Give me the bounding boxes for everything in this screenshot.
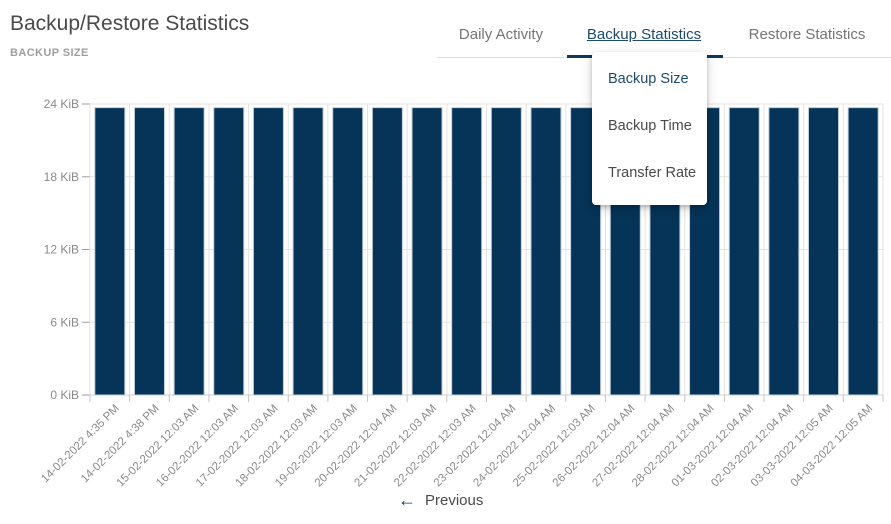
chart-bar[interactable] [411,107,443,396]
chart-bar[interactable] [530,107,562,396]
chart-bar[interactable] [133,107,165,396]
page-title: Backup/Restore Statistics [10,12,250,35]
menu-item-backup-size[interactable]: Backup Size [608,70,689,87]
previous-page-button[interactable]: ← Previous [398,491,483,509]
menu-item-transfer-rate[interactable]: Transfer Rate [608,164,697,181]
tab-daily-activity[interactable]: Daily Activity [458,26,544,43]
x-axis-label: 14-02-2022 4:38 PM [79,403,162,486]
x-axis-label: 04-03-2022 12:05 AM [789,403,876,490]
chart-bar[interactable] [213,107,245,396]
chart-bar[interactable] [847,107,879,396]
y-axis-label: 24 KiB [44,97,79,111]
chart-bar[interactable] [490,107,522,396]
arrow-left-icon: ← [398,490,416,510]
chart-bar[interactable] [728,107,760,396]
y-axis-label: 18 KiB [44,170,79,184]
backup-statistics-dropdown-menu: Backup Size Backup Time Transfer Rate [592,52,707,205]
chart-bar[interactable] [252,107,284,396]
y-axis-label: 12 KiB [44,243,79,257]
chart-bar[interactable] [371,107,403,396]
chart-bar[interactable] [94,107,126,396]
y-axis-label: 0 KiB [50,388,79,402]
chart-bar[interactable] [808,107,840,396]
backup-size-bar-chart: 0 KiB 6 KiB 12 KiB 18 KiB 24 KiB 14-02-2022 4… [39,97,884,490]
chart-subtitle: BACKUP SIZE [10,47,89,59]
tab-backup-statistics[interactable]: Backup Statistics [586,26,702,43]
chart-bar[interactable] [173,107,205,396]
x-axis-label: 14-02-2022 4:35 PM [39,403,122,486]
chart-bar[interactable] [768,107,800,396]
chart-bar[interactable] [451,107,483,396]
chart-bar[interactable] [332,107,364,396]
chart-bar[interactable] [292,107,324,396]
previous-label: Previous [425,491,484,509]
y-axis-label: 6 KiB [50,315,79,329]
menu-item-backup-time[interactable]: Backup Time [608,117,692,134]
tab-restore-statistics[interactable]: Restore Statistics [748,26,866,43]
